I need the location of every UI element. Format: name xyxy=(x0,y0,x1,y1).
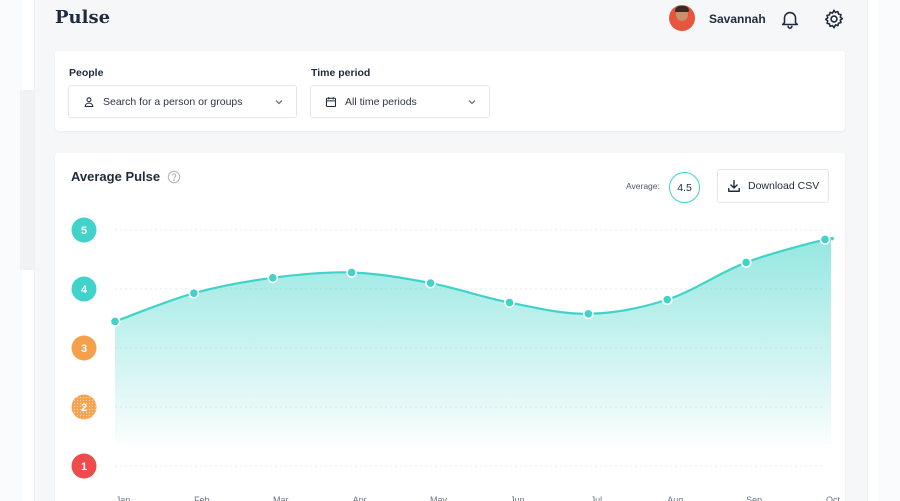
x-tick-label: Apr xyxy=(353,495,367,501)
top-bar: Pulse Savannah xyxy=(35,0,869,44)
average-value: 4.5 xyxy=(677,181,692,194)
pulse-area-fill xyxy=(115,238,833,444)
app-title: Pulse xyxy=(55,7,111,28)
background-panel-left xyxy=(0,0,22,501)
x-tick-label: Jul xyxy=(591,495,603,501)
data-point-oct[interactable] xyxy=(819,234,831,245)
pulse-app-window: Pulse Savannah People Search for a perso… xyxy=(34,0,868,501)
x-tick-label: Sep xyxy=(746,495,762,501)
background-panel-left-inner xyxy=(20,90,34,270)
x-tick-label: May xyxy=(430,495,448,501)
x-tick-label: Jan xyxy=(116,495,131,501)
chevron-down-icon xyxy=(275,100,283,105)
average-label: Average: xyxy=(626,181,660,191)
avatar[interactable] xyxy=(669,5,695,31)
time-period-dropdown[interactable]: All time periods xyxy=(310,85,490,118)
people-search-placeholder: Search for a person or groups xyxy=(103,95,243,108)
avatar-hair xyxy=(675,6,689,12)
people-filter-label: People xyxy=(69,67,104,79)
download-csv-label: Download CSV xyxy=(748,180,820,192)
data-point-aug[interactable] xyxy=(661,294,673,306)
y-tick-label: 5 xyxy=(81,225,87,237)
y-tick-badge-1 xyxy=(71,453,97,479)
data-point-jul[interactable] xyxy=(582,308,594,320)
help-icon[interactable] xyxy=(167,170,181,184)
data-point-jun[interactable] xyxy=(504,297,515,308)
y-tick-label: 3 xyxy=(81,343,87,355)
time-period-value: All time periods xyxy=(345,95,417,108)
average-value-badge: 4.5 xyxy=(669,172,700,203)
bell-icon[interactable] xyxy=(779,8,801,30)
x-tick-label: Jun xyxy=(510,495,525,501)
download-icon xyxy=(728,180,740,192)
y-tick-label: 1 xyxy=(81,461,87,473)
y-tick-badge-3 xyxy=(71,335,97,361)
filters-panel: People Search for a person or groups Tim… xyxy=(55,51,845,131)
background-panel-right xyxy=(878,0,900,501)
chevron-down-icon xyxy=(468,100,476,105)
gear-icon[interactable] xyxy=(823,8,845,30)
x-tick-label: Aug xyxy=(667,495,683,501)
y-tick-label: 4 xyxy=(81,284,88,296)
time-period-filter-label: Time period xyxy=(311,67,371,79)
x-tick-label: Feb xyxy=(194,495,210,501)
people-search-dropdown[interactable]: Search for a person or groups xyxy=(68,85,297,118)
data-point-sep[interactable] xyxy=(740,257,752,268)
download-csv-button[interactable]: Download CSV xyxy=(717,169,829,203)
average-pulse-chart: 5 4 3 2 1 Jan Feb Mar Apr May Jun Jul Aug Sep Oct xyxy=(71,217,841,501)
person-icon xyxy=(84,96,94,107)
x-tick-label: Oct xyxy=(826,495,841,501)
y-tick-badge-5 xyxy=(71,217,97,243)
y-tick-label: 2 xyxy=(81,402,87,414)
data-point-mar[interactable] xyxy=(267,272,279,284)
chart-title: Average Pulse xyxy=(71,169,161,184)
user-name[interactable]: Savannah xyxy=(709,12,766,26)
y-tick-badge-4 xyxy=(71,276,97,302)
data-point-feb[interactable] xyxy=(188,287,200,299)
x-tick-label: Mar xyxy=(273,495,289,501)
calendar-icon xyxy=(325,96,337,107)
data-point-may[interactable] xyxy=(425,277,436,289)
y-tick-badge-texture xyxy=(71,394,97,420)
average-pulse-card: Average Pulse Average: 4.5 Download CSV … xyxy=(55,153,845,501)
data-point-apr[interactable] xyxy=(346,267,358,278)
data-point-jan[interactable] xyxy=(109,316,121,327)
